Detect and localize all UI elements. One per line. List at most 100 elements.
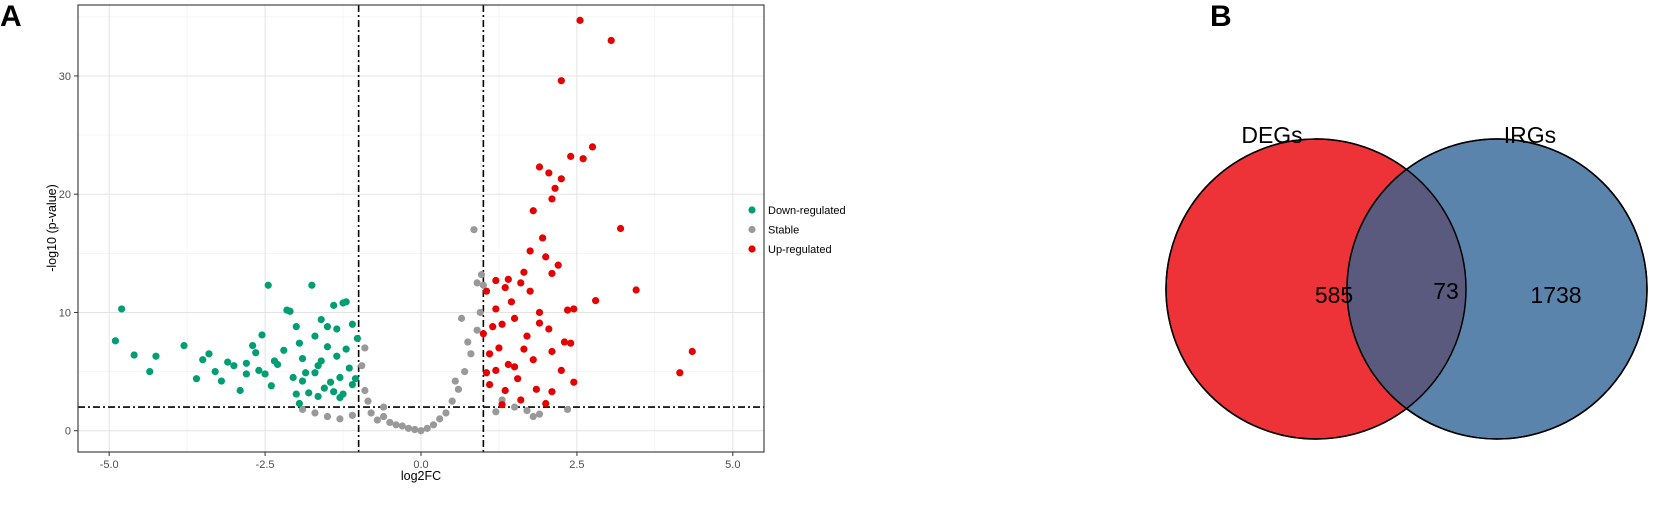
point-up-regulated (579, 155, 587, 163)
point-down-regulated (242, 370, 250, 378)
legend-label: Stable (768, 225, 799, 237)
point-down-regulated (261, 370, 269, 378)
point-down-regulated (224, 358, 232, 366)
point-stable (429, 421, 438, 429)
panel-label-a: A (0, 0, 22, 33)
venn-diagram: DEGs IRGs 585 73 1738 (1165, 122, 1648, 440)
legend-label: Up-regulated (768, 244, 832, 256)
point-stable (423, 424, 431, 432)
point-up-regulated (539, 234, 547, 242)
point-down-regulated (192, 375, 201, 383)
point-stable (467, 350, 475, 358)
point-up-regulated (535, 308, 544, 317)
point-down-regulated (345, 364, 353, 372)
point-up-regulated (616, 224, 625, 233)
point-up-regulated (567, 152, 575, 160)
point-down-regulated (217, 377, 226, 385)
point-up-regulated (607, 36, 615, 45)
point-up-regulated (514, 375, 522, 383)
point-up-regulated (517, 279, 525, 287)
point-stable (436, 415, 444, 423)
point-up-regulated (545, 325, 553, 333)
point-down-regulated (292, 323, 300, 331)
axis-ticks: -5.0 -2.5 0.0 2.5 5.0 0 10 20 30 (59, 71, 741, 471)
point-up-regulated (548, 388, 556, 396)
legend-key (748, 206, 756, 214)
point-stable (398, 422, 406, 430)
y-tick-label: 10 (59, 307, 71, 319)
point-down-regulated (292, 390, 300, 398)
point-stable (404, 424, 413, 432)
point-up-regulated (554, 261, 562, 269)
point-up-regulated (551, 184, 559, 192)
point-up-regulated (526, 247, 534, 255)
point-down-regulated (258, 331, 266, 339)
point-stable (367, 409, 375, 417)
point-stable (373, 416, 381, 424)
point-up-regulated (498, 320, 506, 328)
point-down-regulated (342, 298, 350, 306)
point-stable (361, 386, 369, 395)
point-up-regulated (504, 360, 512, 369)
point-down-regulated (111, 337, 120, 345)
point-stable (529, 412, 537, 421)
point-up-regulated (504, 275, 512, 283)
point-down-regulated (333, 325, 341, 333)
point-stable (379, 403, 388, 411)
point-up-regulated (492, 305, 500, 313)
point-down-regulated (118, 305, 126, 313)
point-up-regulated (479, 330, 487, 338)
point-down-regulated (326, 378, 335, 386)
point-up-regulated (570, 378, 578, 386)
point-stable (473, 279, 481, 287)
point-down-regulated (348, 380, 356, 389)
point-stable (392, 421, 400, 429)
point-down-regulated (295, 339, 303, 347)
x-tick-label: 0.0 (413, 459, 428, 471)
point-down-regulated (320, 384, 328, 392)
point-stable (461, 367, 469, 376)
point-down-regulated (211, 367, 219, 376)
point-down-regulated (180, 341, 188, 350)
venn-outline-irgs (1346, 138, 1648, 440)
point-stable (477, 271, 486, 279)
point-down-regulated (264, 281, 272, 289)
point-stable (492, 408, 500, 416)
point-stable (386, 418, 394, 427)
point-stable (451, 377, 459, 385)
point-up-regulated (548, 347, 556, 356)
venn-count-intersection: 73 (1433, 278, 1459, 304)
point-stable (323, 412, 332, 421)
point-down-regulated (249, 341, 257, 350)
point-down-regulated (311, 369, 319, 377)
point-down-regulated (267, 382, 275, 390)
point-up-regulated (632, 286, 640, 294)
point-up-regulated (560, 338, 569, 346)
point-down-regulated (255, 366, 263, 375)
point-up-regulated (489, 323, 497, 331)
point-up-regulated (576, 16, 584, 24)
point-stable (523, 407, 531, 415)
point-up-regulated (510, 314, 519, 322)
point-up-regulated (486, 350, 494, 358)
point-down-regulated (146, 367, 154, 376)
point-down-regulated (298, 377, 307, 385)
point-up-regulated (557, 175, 565, 183)
point-up-regulated (520, 268, 528, 276)
point-stable (476, 308, 484, 317)
x-tick-label: 2.5 (569, 459, 584, 471)
point-down-regulated (236, 386, 244, 395)
point-stable (448, 397, 456, 405)
point-up-regulated (688, 347, 696, 356)
point-down-regulated (199, 356, 207, 364)
point-stable (535, 410, 544, 418)
point-up-regulated (542, 253, 550, 261)
point-up-regulated (592, 297, 600, 305)
point-down-regulated (152, 352, 160, 360)
point-up-regulated (567, 339, 575, 347)
point-up-regulated (501, 284, 509, 292)
point-up-regulated (507, 298, 516, 306)
point-up-regulated (486, 380, 494, 389)
data-points (111, 16, 696, 435)
